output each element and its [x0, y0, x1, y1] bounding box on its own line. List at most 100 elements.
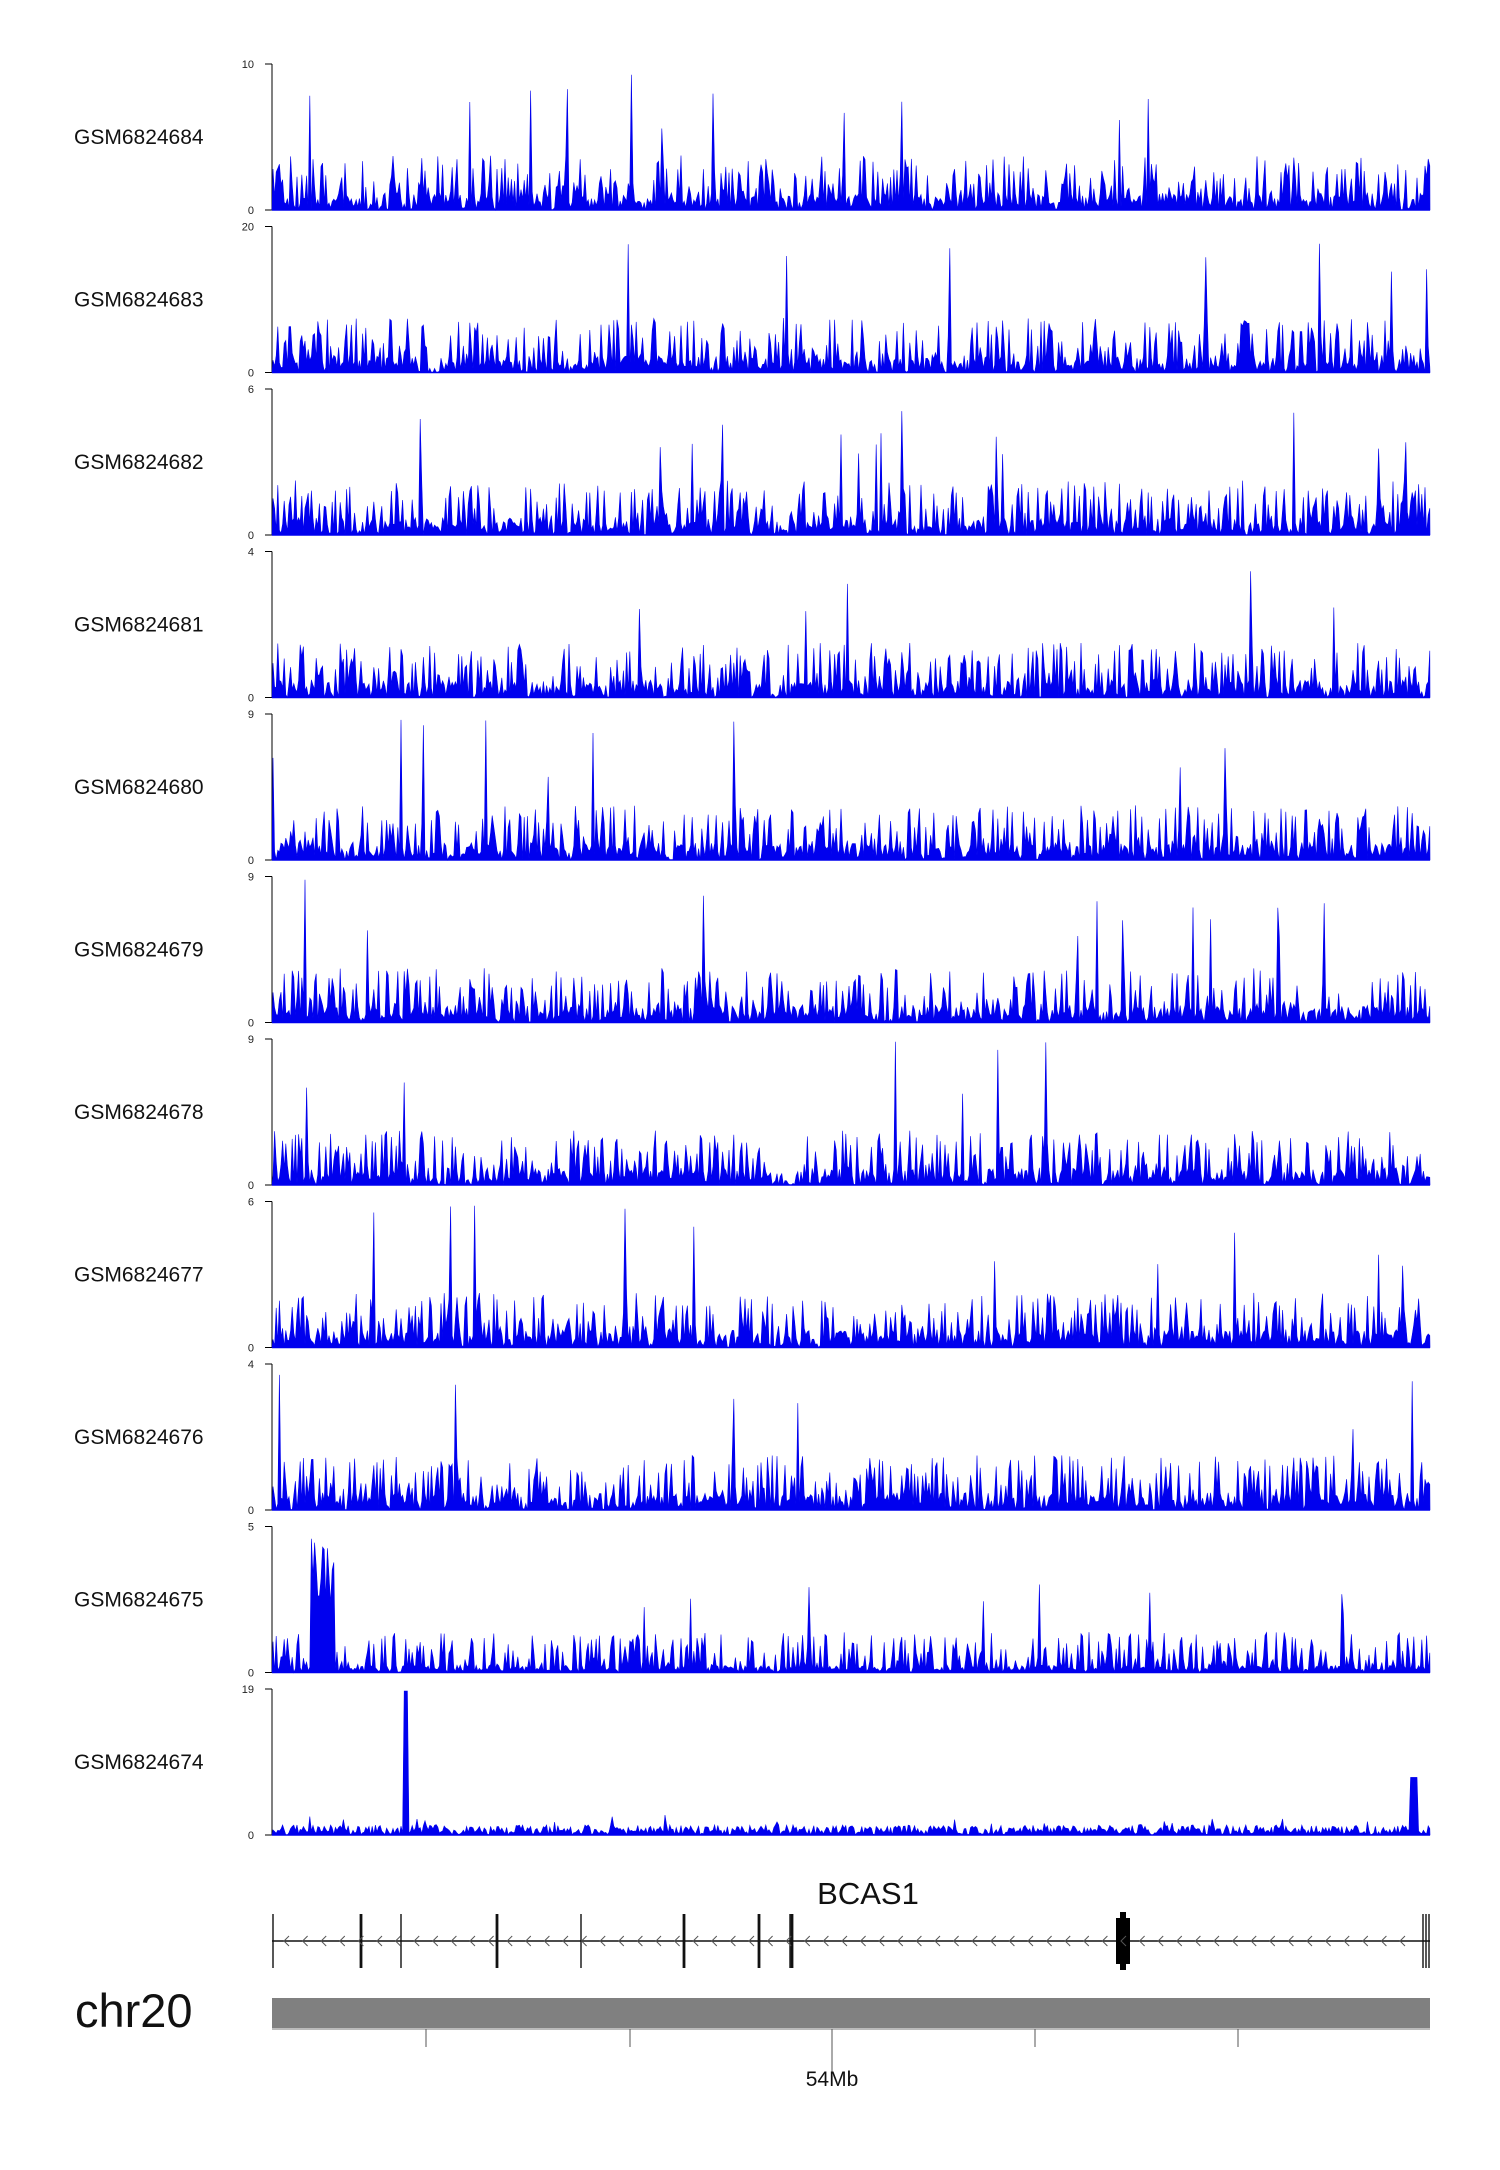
strand-chevron — [283, 1935, 290, 1947]
strand-chevron — [1324, 1935, 1331, 1947]
strand-chevron — [618, 1935, 625, 1947]
strand-chevron — [934, 1935, 941, 1947]
track-label: GSM6824677 — [74, 1264, 204, 1287]
coding-exon-block-center — [1120, 1912, 1126, 1970]
y-tick-label-max: 9 — [248, 1034, 254, 1046]
strand-chevron — [655, 1935, 662, 1947]
track-label: GSM6824684 — [74, 126, 204, 149]
strand-chevron — [692, 1935, 699, 1947]
coverage-tracks: GSM6824684100GSM6824683200GSM682468260GS… — [74, 59, 1431, 1842]
strand-chevron — [859, 1935, 866, 1947]
y-tick-label-max: 5 — [248, 1522, 254, 1534]
track-GSM6824682: GSM6824682 6 0 — [74, 384, 1431, 542]
strand-chevron — [413, 1935, 420, 1947]
track-GSM6824681: GSM6824681 4 0 — [74, 547, 1431, 705]
strand-chevron — [1064, 1935, 1071, 1947]
track-GSM6824675: GSM6824675 5 0 — [74, 1522, 1431, 1680]
strand-chevron — [599, 1935, 606, 1947]
chromosome-track: chr20 54Mb — [75, 1984, 1430, 2091]
strand-chevron — [785, 1935, 792, 1947]
strand-chevron — [897, 1935, 904, 1947]
y-tick-label-max: 6 — [248, 384, 254, 396]
track-GSM6824683: GSM6824683 20 0 — [74, 222, 1431, 380]
y-tick-label-max: 20 — [242, 222, 254, 234]
x-axis-ticks — [425, 2029, 1239, 2077]
strand-chevron — [376, 1935, 383, 1947]
strand-chevron — [1362, 1935, 1369, 1947]
coverage-area — [271, 243, 1431, 374]
coverage-area — [271, 1690, 1431, 1836]
strand-chevron — [1306, 1935, 1313, 1947]
strand-chevron — [357, 1935, 364, 1947]
coverage-area — [271, 1041, 1431, 1187]
track-label: GSM6824683 — [74, 289, 204, 312]
strand-chevron — [636, 1935, 643, 1947]
strand-chevron — [1157, 1935, 1164, 1947]
y-tick-label-zero: 0 — [248, 1668, 254, 1680]
strand-chevron — [1231, 1935, 1238, 1947]
strand-chevron — [1287, 1935, 1294, 1947]
y-tick-label-zero: 0 — [248, 1830, 254, 1842]
coverage-area — [271, 411, 1431, 536]
y-tick-label-zero: 0 — [248, 205, 254, 217]
strand-chevron — [1045, 1935, 1052, 1947]
strand-chevron — [766, 1935, 773, 1947]
gene-features — [272, 1912, 1430, 1970]
x-axis-tick-label-54mb: 54Mb — [806, 2068, 859, 2091]
strand-chevron — [543, 1935, 550, 1947]
track-GSM6824676: GSM6824676 4 0 — [74, 1359, 1431, 1517]
y-tick-label-max: 6 — [248, 1197, 254, 1209]
y-tick-label-max: 4 — [248, 1359, 254, 1371]
strand-chevron — [1250, 1935, 1257, 1947]
y-tick-label-zero: 0 — [248, 530, 254, 542]
track-label: GSM6824676 — [74, 1426, 204, 1449]
strand-chevron — [580, 1935, 587, 1947]
strand-chevron — [506, 1935, 513, 1947]
y-tick-label-max: 19 — [242, 1684, 254, 1696]
strand-chevron — [1399, 1935, 1406, 1947]
coverage-area — [271, 879, 1431, 1024]
strand-chevron — [822, 1935, 829, 1947]
strand-chevron — [711, 1935, 718, 1947]
coverage-area — [271, 1538, 1431, 1674]
coverage-area — [271, 74, 1431, 211]
y-tick-label-zero: 0 — [248, 1343, 254, 1355]
track-label: GSM6824681 — [74, 614, 204, 637]
strand-chevron — [320, 1935, 327, 1947]
track-label: GSM6824678 — [74, 1101, 204, 1124]
gene-name-label: BCAS1 — [817, 1876, 919, 1911]
y-tick-label-zero: 0 — [248, 1505, 254, 1517]
strand-chevron — [1008, 1935, 1015, 1947]
strand-chevron — [1120, 1935, 1127, 1947]
strand-chevron — [748, 1935, 755, 1947]
track-GSM6824677: GSM6824677 6 0 — [74, 1197, 1431, 1355]
strand-chevron — [990, 1935, 997, 1947]
y-tick-label-max: 10 — [242, 59, 254, 71]
strand-chevron — [729, 1935, 736, 1947]
strand-chevron — [450, 1935, 457, 1947]
y-tick-label-zero: 0 — [248, 693, 254, 705]
strand-chevron — [562, 1935, 569, 1947]
strand-chevron — [1194, 1935, 1201, 1947]
chromosome-ideogram-bar — [272, 1998, 1430, 2028]
strand-chevron — [1083, 1935, 1090, 1947]
y-tick-label-zero: 0 — [248, 1018, 254, 1030]
strand-chevron — [878, 1935, 885, 1947]
track-label: GSM6824682 — [74, 451, 204, 474]
strand-chevron — [394, 1935, 401, 1947]
strand-chevron — [1176, 1935, 1183, 1947]
strand-chevron — [841, 1935, 848, 1947]
y-tick-label-zero: 0 — [248, 368, 254, 380]
strand-chevron — [1269, 1935, 1276, 1947]
gene-track: BCAS1 — [272, 1876, 1430, 1970]
strand-chevron — [804, 1935, 811, 1947]
strand-chevron — [673, 1935, 680, 1947]
track-label: GSM6824674 — [74, 1751, 204, 1774]
track-GSM6824679: GSM6824679 9 0 — [74, 872, 1431, 1030]
track-label: GSM6824680 — [74, 776, 204, 799]
strand-chevron — [952, 1935, 959, 1947]
track-GSM6824684: GSM6824684 10 0 — [74, 59, 1431, 217]
strand-chevron — [1343, 1935, 1350, 1947]
strand-chevron — [301, 1935, 308, 1947]
